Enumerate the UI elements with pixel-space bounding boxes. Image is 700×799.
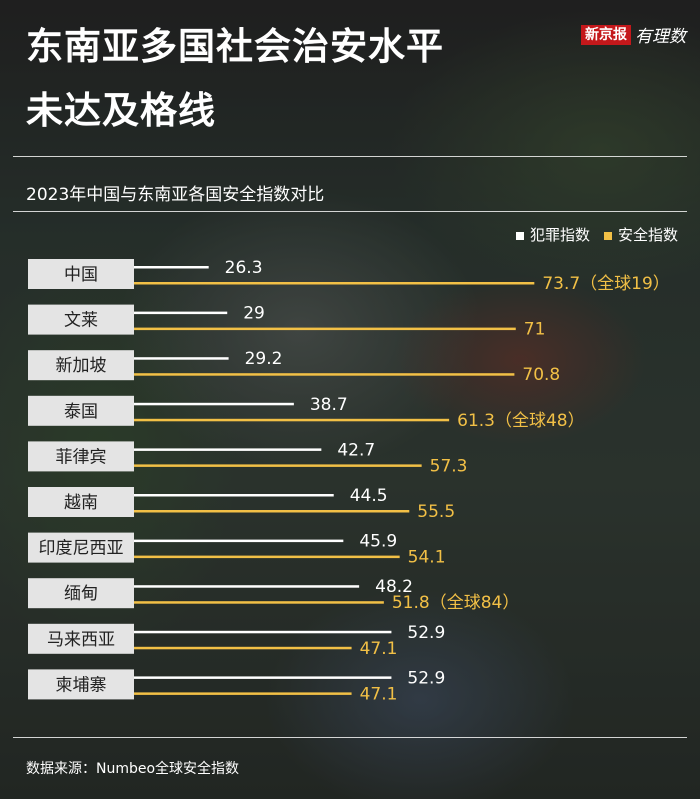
data-source: 数据来源：Numbeo全球安全指数 xyxy=(26,761,240,777)
headline-line-1: 东南亚多国社会治安水平 xyxy=(26,25,444,68)
logo-column: 有理数 xyxy=(635,27,686,47)
safety-value-label: 47.1 xyxy=(360,639,398,659)
crime-value-label: 42.7 xyxy=(337,440,375,460)
category-label-bg xyxy=(28,487,134,517)
crime-value-label: 48.2 xyxy=(375,577,413,597)
crime-bar xyxy=(134,585,360,588)
publisher-logo: 新京报 有理数 xyxy=(581,22,686,47)
crime-value-label: 44.5 xyxy=(350,486,388,506)
crime-bar xyxy=(134,676,392,679)
safety-value-label: 54.1 xyxy=(408,548,446,568)
safety-value-label: 55.5 xyxy=(417,502,455,522)
crime-bar xyxy=(134,266,209,269)
crime-value-label: 52.9 xyxy=(407,668,445,688)
logo-brand: 新京报 xyxy=(581,24,631,45)
legend-crime-swatch xyxy=(515,231,524,240)
crime-bar xyxy=(134,311,228,315)
crime-value-label: 29 xyxy=(243,304,265,324)
category-label-bg xyxy=(28,259,134,289)
category-label: 文莱 xyxy=(64,311,98,331)
category-label: 泰国 xyxy=(64,402,98,422)
category-label: 中国 xyxy=(64,265,98,285)
crime-value-label: 29.2 xyxy=(245,349,283,369)
legend-safety-label: 安全指数 xyxy=(617,226,678,244)
chart-title: 2023年中国与东南亚各国安全指数对比 xyxy=(26,185,325,205)
safety-bar xyxy=(134,555,400,559)
divider-subtitle xyxy=(13,211,687,212)
safety-value-label: 73.7（全球19） xyxy=(542,274,669,294)
safety-bar xyxy=(134,464,422,467)
safety-bar xyxy=(134,601,384,604)
headline-line-2: 未达及格线 xyxy=(26,89,216,132)
category-label-bg xyxy=(28,623,134,654)
crime-bar xyxy=(134,448,322,451)
crime-value-label: 26.3 xyxy=(225,258,263,278)
category-label-bg xyxy=(28,441,134,472)
safety-value-label: 57.3 xyxy=(430,456,468,476)
legend-crime-label: 犯罪指数 xyxy=(529,226,590,244)
safety-bar xyxy=(134,646,352,650)
legend-safety: 安全指数 xyxy=(603,226,678,244)
category-label-bg xyxy=(28,532,134,563)
crime-value-label: 38.7 xyxy=(310,395,348,415)
safety-bar xyxy=(134,510,410,513)
safety-value-label: 71 xyxy=(524,320,546,340)
category-label: 缅甸 xyxy=(64,584,98,604)
category-label: 马来西亚 xyxy=(47,630,115,650)
legend-crime: 犯罪指数 xyxy=(515,226,590,244)
safety-value-label: 51.8（全球84） xyxy=(392,593,519,613)
crime-bar xyxy=(134,539,344,543)
crime-bar xyxy=(134,630,392,634)
safety-bar xyxy=(134,373,515,376)
category-label: 柬埔寨 xyxy=(56,675,107,695)
crime-bar xyxy=(134,357,229,360)
safety-value-label: 61.3（全球48） xyxy=(457,411,584,431)
category-label-bg xyxy=(28,304,134,335)
chart-legend: 犯罪指数 安全指数 xyxy=(515,226,678,244)
category-label-bg xyxy=(28,395,134,426)
legend-safety-swatch xyxy=(603,231,612,240)
divider-bottom xyxy=(13,737,687,738)
crime-value-label: 45.9 xyxy=(359,532,397,552)
category-label: 新加坡 xyxy=(56,356,107,376)
divider-top xyxy=(13,156,687,157)
safety-bar xyxy=(134,418,450,422)
category-label-bg xyxy=(28,669,134,700)
category-label-bg xyxy=(28,578,134,609)
category-label: 越南 xyxy=(64,493,98,513)
category-label-bg xyxy=(28,350,134,381)
safety-bar xyxy=(134,282,535,285)
category-label: 菲律宾 xyxy=(56,447,107,467)
safety-value-label: 47.1 xyxy=(360,684,398,704)
safety-value-label: 70.8 xyxy=(522,365,560,385)
safety-bar xyxy=(134,692,352,695)
safety-bar xyxy=(134,327,516,331)
category-label: 印度尼西亚 xyxy=(39,539,124,559)
crime-value-label: 52.9 xyxy=(407,623,445,643)
crime-bar xyxy=(134,402,294,406)
crime-bar xyxy=(134,494,334,497)
